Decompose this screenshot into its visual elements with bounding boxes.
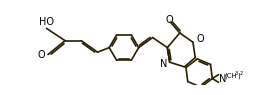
- Text: 3: 3: [235, 71, 238, 76]
- Text: (CH: (CH: [225, 72, 237, 79]
- Text: ): ): [237, 72, 240, 79]
- Text: HO: HO: [39, 17, 54, 27]
- Text: N: N: [160, 59, 167, 69]
- Text: O: O: [165, 15, 173, 25]
- Text: N: N: [219, 74, 227, 84]
- Text: O: O: [197, 34, 204, 44]
- Text: 2: 2: [239, 71, 243, 76]
- Text: O: O: [37, 49, 45, 60]
